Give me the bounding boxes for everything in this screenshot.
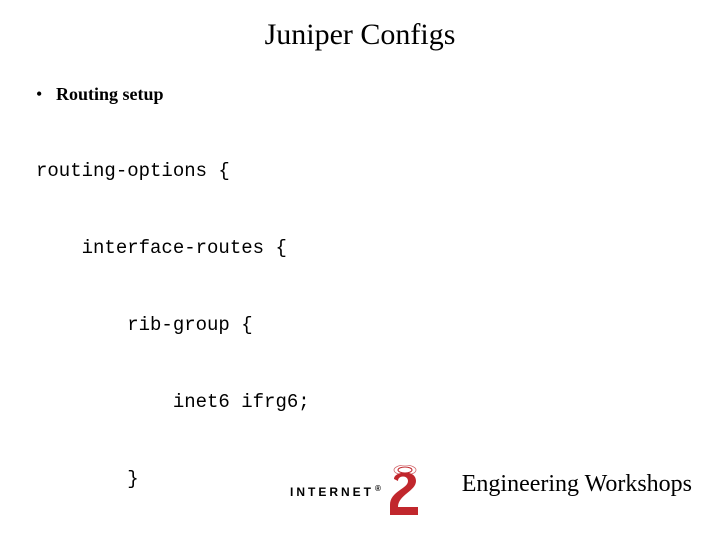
slide-title: Juniper Configs xyxy=(0,18,720,52)
bullet-item: • Routing setup xyxy=(36,84,164,105)
logo-word-text: INTERNET xyxy=(290,485,374,499)
footer-text: Engineering Workshops xyxy=(462,471,692,498)
internet2-logo: INTERNET® xyxy=(290,462,420,520)
code-line: rib-group { xyxy=(36,313,446,339)
slide: Juniper Configs • Routing setup routing-… xyxy=(0,0,720,540)
code-line: routing-options { xyxy=(36,159,446,185)
code-line: interface-routes { xyxy=(36,236,446,262)
logo-two-icon xyxy=(388,465,422,517)
logo-reg: ® xyxy=(375,484,384,493)
logo-word: INTERNET® xyxy=(290,484,384,499)
bullet-marker: • xyxy=(36,84,56,105)
code-line: inet6 ifrg6; xyxy=(36,390,446,416)
bullet-text: Routing setup xyxy=(56,84,164,105)
